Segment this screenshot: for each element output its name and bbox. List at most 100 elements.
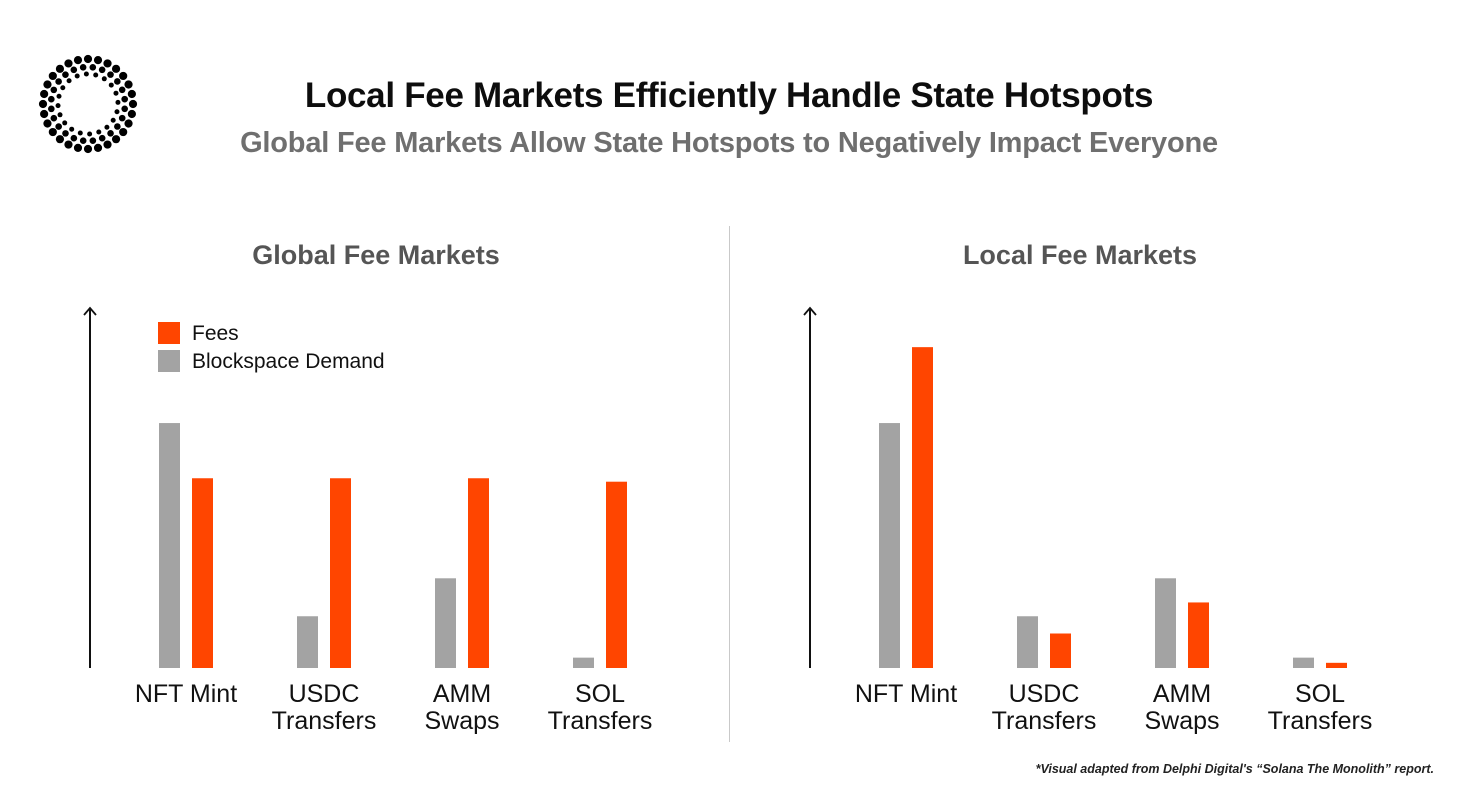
logo-dot <box>48 127 57 137</box>
logo-dot <box>57 112 63 118</box>
logo-dot <box>50 114 58 122</box>
logo-dot <box>83 71 89 77</box>
category-label: USDC Transfers <box>272 680 377 735</box>
logo-dot <box>121 105 128 113</box>
logo-dot <box>48 105 55 113</box>
bar-demand <box>297 616 318 668</box>
chart-title-global: Global Fee Markets <box>252 240 500 270</box>
chart-legend: Fees Blockspace Demand <box>158 322 385 373</box>
logo-dot <box>107 71 114 78</box>
global-fee-markets-chart: NFT Mint USDC Transfers AMM Swaps SOL Transfer… <box>83 306 653 735</box>
logo-dot <box>79 64 87 71</box>
logo-dot <box>38 99 48 109</box>
logo-dot <box>83 54 93 64</box>
logo-dot <box>103 59 112 68</box>
logo-dot <box>118 86 126 94</box>
bar-fees <box>912 347 933 668</box>
logo-dot <box>121 95 128 103</box>
logo-dot <box>48 95 55 103</box>
logo-dot <box>60 85 66 91</box>
logo-dot <box>98 134 106 142</box>
logo-dot <box>96 129 102 135</box>
logo-dot <box>74 73 80 79</box>
y-axis <box>83 306 97 668</box>
logo-dot <box>111 135 121 144</box>
logo-dot <box>124 80 133 89</box>
logo-dot <box>73 56 83 65</box>
bar-demand <box>159 423 180 668</box>
logo-dot <box>89 137 97 144</box>
bar-fees <box>468 478 489 668</box>
logo-dot <box>114 123 121 130</box>
local-fee-markets-chart: NFT Mint USDC Transfers AMM Swaps SOL Transfer… <box>803 306 1373 735</box>
legend-label: Fees <box>192 322 239 345</box>
legend-swatch <box>158 350 180 372</box>
legend-label: Blockspace Demand <box>192 350 385 373</box>
logo-dot <box>43 80 52 89</box>
bar-demand <box>1293 657 1314 668</box>
category-label: NFT Mint <box>855 680 957 708</box>
category-label: NFT Mint <box>135 680 237 708</box>
logo-dot <box>62 130 69 137</box>
logo-dot <box>40 89 49 99</box>
bar-demand <box>435 578 456 668</box>
category-label: AMM Swaps <box>1144 680 1219 735</box>
logo-dot <box>127 109 136 119</box>
logo-dot <box>101 76 107 82</box>
logo-dot <box>104 124 110 130</box>
logo-dot <box>93 72 99 78</box>
page-title: Local Fee Markets Efficiently Handle Sta… <box>304 76 1154 115</box>
logo-dot <box>55 135 65 144</box>
page-subtitle: Global Fee Markets Allow State Hotspots … <box>240 127 1218 159</box>
category-label: USDC Transfers <box>992 680 1097 735</box>
source-footnote: *Visual adapted from Delphi Digital's “S… <box>1035 762 1434 776</box>
y-axis <box>803 306 817 668</box>
logo-dot <box>119 71 128 81</box>
logo-dot <box>128 99 138 109</box>
logo-dot <box>103 140 112 149</box>
logo-dot <box>87 131 93 137</box>
category-label: AMM Swaps <box>424 680 499 735</box>
logo-dot <box>98 66 106 74</box>
logo-dot <box>73 143 83 152</box>
bar-demand <box>573 657 594 668</box>
logo-dot <box>118 114 126 122</box>
logo-dot <box>70 66 78 74</box>
logo-dot <box>55 64 65 73</box>
logo-dot <box>55 78 62 85</box>
logo-dot <box>43 119 52 128</box>
logo-dot <box>127 89 136 99</box>
logo-dot <box>64 140 73 149</box>
bar-fees <box>606 481 627 668</box>
bar-fees <box>1188 602 1209 668</box>
logo-dot <box>124 119 133 128</box>
logo-dot <box>56 93 62 99</box>
logo-dot <box>55 103 61 109</box>
logo-dot <box>55 123 62 130</box>
logo-dot <box>48 71 57 81</box>
bar-fees <box>1326 662 1347 668</box>
logo-dot <box>89 64 97 71</box>
logo-dot <box>93 56 103 65</box>
logo-dot <box>79 137 87 144</box>
logo-dot <box>62 71 69 78</box>
logo-dot <box>119 127 128 137</box>
logo-dot <box>113 90 119 96</box>
bar-demand <box>879 423 900 668</box>
logo-dot <box>111 64 121 73</box>
logo-dot <box>115 99 121 105</box>
logo-dot <box>107 130 114 137</box>
bar-demand <box>1155 578 1176 668</box>
category-label: SOL Transfers <box>1268 680 1373 735</box>
logo-dot <box>93 143 103 152</box>
bar-fees <box>192 478 213 668</box>
chart-title-local: Local Fee Markets <box>962 240 1198 270</box>
logo-dot <box>50 86 58 94</box>
logo-dot <box>114 109 120 115</box>
legend-swatch <box>158 322 180 344</box>
category-label: SOL Transfers <box>548 680 653 735</box>
logo-dot <box>83 144 93 154</box>
logo-dot <box>114 78 121 85</box>
bar-demand <box>1017 616 1038 668</box>
logo-dot <box>110 117 116 123</box>
